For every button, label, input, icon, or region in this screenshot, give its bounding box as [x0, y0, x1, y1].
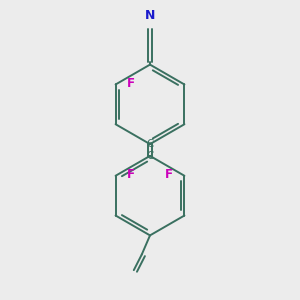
- Text: C: C: [146, 139, 154, 148]
- Text: F: F: [128, 76, 135, 89]
- Text: F: F: [128, 168, 135, 181]
- Text: C: C: [146, 152, 154, 161]
- Text: F: F: [165, 168, 172, 181]
- Text: N: N: [145, 9, 155, 22]
